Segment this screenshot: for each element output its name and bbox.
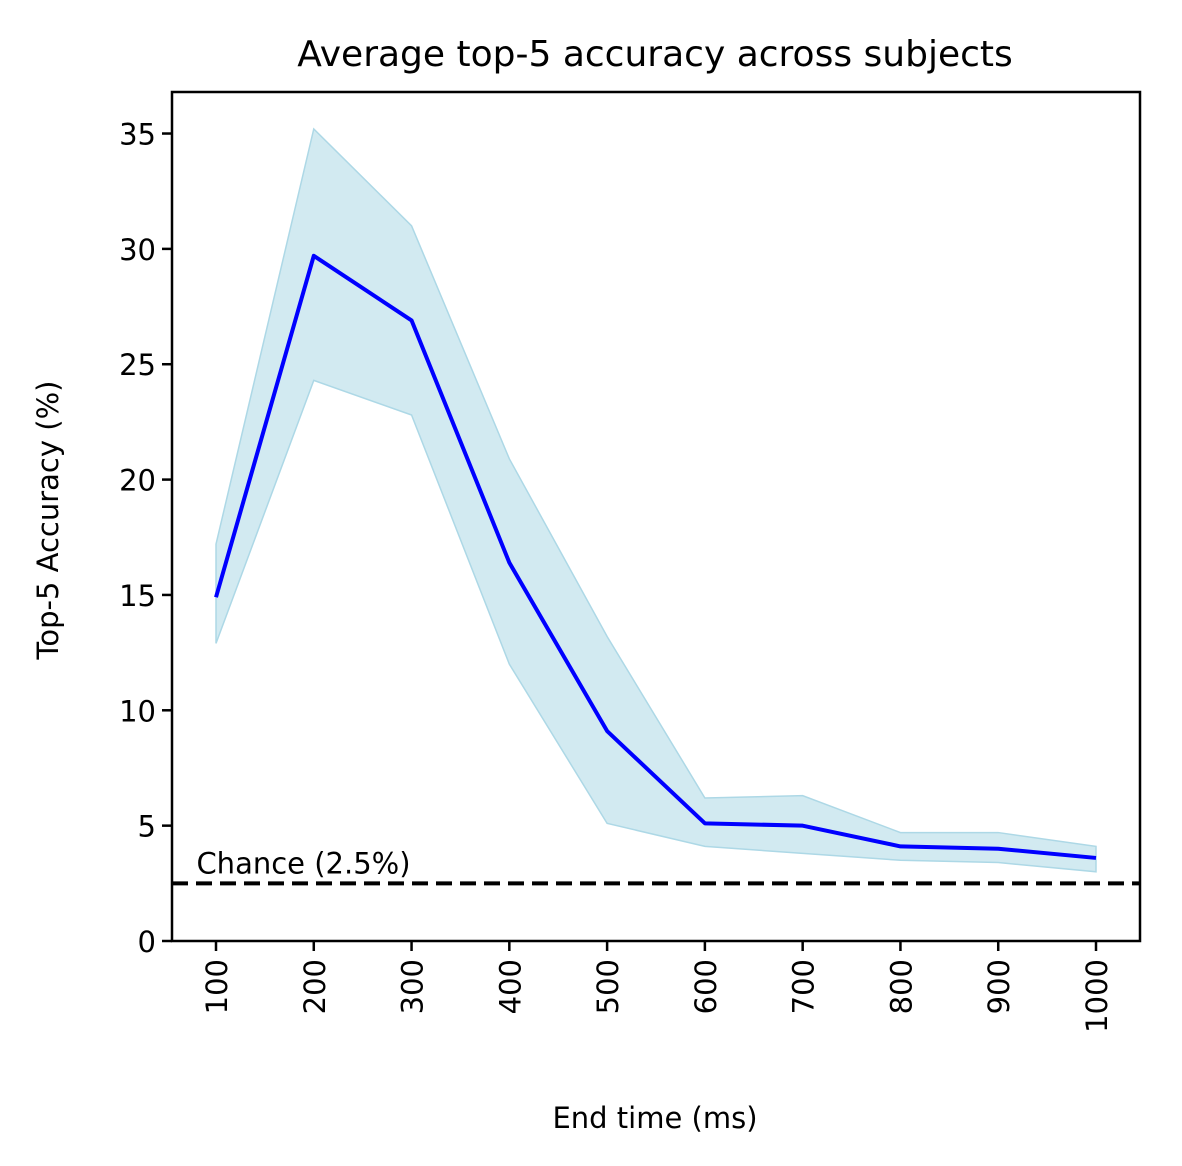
x-axis-label: End time (ms) (552, 1101, 757, 1135)
y-tick-label: 35 (119, 118, 156, 152)
accuracy-line (214, 253, 1097, 860)
plot-area: Chance (2.5%) (172, 127, 1140, 886)
chart-title: Average top-5 accuracy across subjects (297, 34, 1013, 75)
chance-label: Chance (2.5%) (196, 846, 410, 880)
confidence-band (215, 127, 1097, 873)
y-tick-label: 25 (119, 348, 156, 382)
x-tick-label: 600 (689, 959, 723, 1014)
y-tick-label: 0 (138, 925, 156, 959)
x-tick-label: 700 (787, 959, 821, 1014)
y-tick-label: 20 (119, 464, 156, 498)
x-tick-label: 500 (591, 959, 625, 1014)
x-tick-label: 400 (493, 959, 527, 1014)
x-tick-label: 1000 (1080, 959, 1114, 1033)
y-tick-label: 10 (119, 694, 156, 728)
plot-frame (170, 90, 1142, 943)
y-tick-label: 5 (138, 810, 156, 844)
x-tick-label: 200 (298, 959, 332, 1014)
y-tick-label: 15 (119, 579, 156, 613)
y-axis-label: Top-5 Accuracy (%) (31, 381, 65, 661)
x-tick-label: 900 (982, 959, 1016, 1014)
y-tick-label: 30 (119, 233, 156, 267)
x-tick-label: 300 (396, 959, 430, 1014)
x-tick-label: 800 (884, 959, 918, 1014)
axes: 0 5 10 15 20 25 30 35 100 200 300 400 500 600 700 800 90… (119, 90, 1142, 1033)
x-tick-label: 100 (200, 959, 234, 1014)
